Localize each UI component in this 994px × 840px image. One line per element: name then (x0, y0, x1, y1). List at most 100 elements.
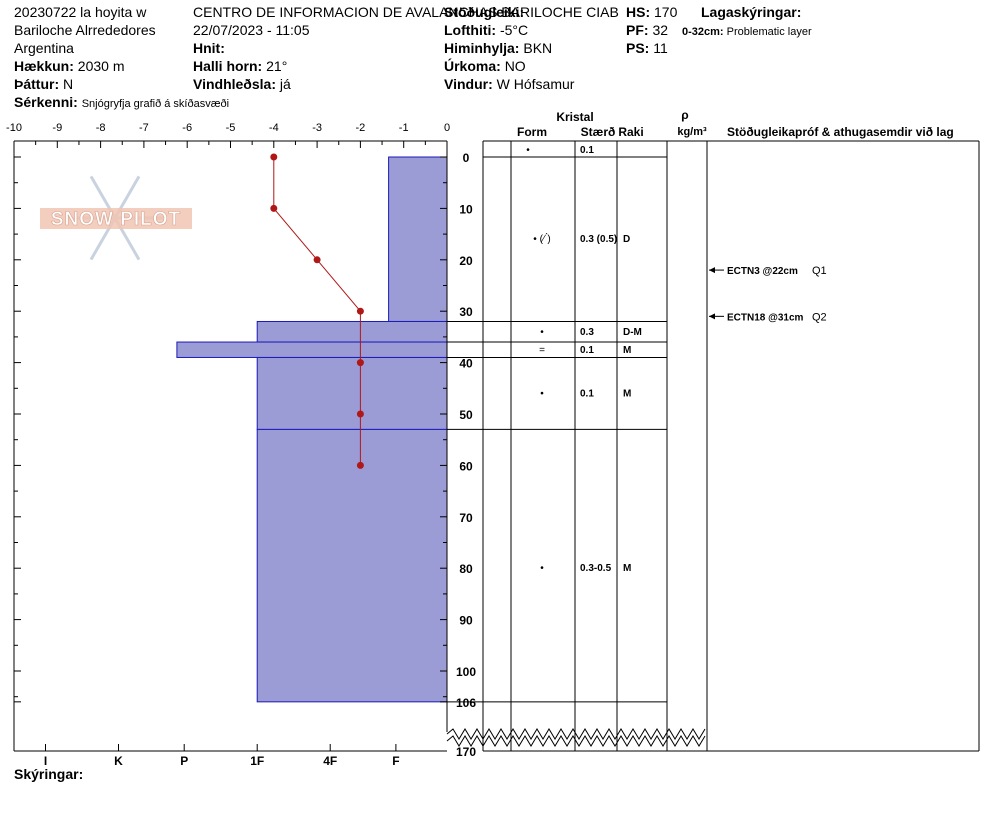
location-name: Bariloche Alrrededores (14, 22, 156, 38)
hardness-tick-label: 4F (323, 754, 337, 768)
header-size: Stærð (581, 125, 616, 139)
snow-pilot-watermark: SNOW PILOT (40, 175, 192, 261)
temperature-point (313, 256, 321, 264)
depth-tick-label: 70 (459, 511, 473, 525)
snow-height-value: 170 (654, 4, 678, 20)
hardness-tick-label: I (44, 754, 47, 768)
depth-tick-label: 20 (459, 254, 473, 268)
snow-height: HS: 170 (626, 4, 677, 20)
sky-cover: Himinhylja: BKN (444, 40, 552, 56)
test-quality: Q2 (812, 311, 827, 323)
temp-tick-label: -10 (6, 122, 22, 134)
layer-moisture: D-M (623, 327, 642, 338)
air-temperature: Lofthiti: -5°C (444, 22, 528, 38)
coordinates-label: Hnit: (193, 40, 225, 56)
layer-size: 0.1 (580, 388, 594, 399)
layer-form: • (540, 563, 544, 574)
layer-size: 0.3 (580, 327, 594, 338)
foot-penetration-value: 32 (652, 22, 669, 38)
layer-form: • (540, 327, 544, 338)
temperature-point (356, 461, 364, 469)
precipitation-value: NO (504, 58, 526, 74)
hardness-layer (176, 341, 448, 358)
legend-label: Skýringar: (14, 766, 84, 782)
hardness-layer (256, 428, 448, 703)
watermark-band (40, 208, 192, 229)
slope-angle: Halli horn: 21° (193, 58, 287, 74)
depth-tick-label: 106 (456, 696, 476, 710)
depth-tick-label: 60 (459, 459, 473, 473)
chart-frame: -10 -9 -8 -7 -6 -5 -4 -3 -2 -1 0010203040506070809… (6, 122, 706, 768)
header-crystal: Kristal (556, 110, 593, 124)
layer-form: • (⁄ ́) (533, 232, 550, 245)
hardness-tick-label: K (114, 754, 123, 768)
wind-label: Vindur: (444, 76, 493, 92)
aspect: Þáttur: N (14, 76, 73, 92)
depth-tick-label: 10 (459, 202, 473, 216)
layer-table: Kristal Form Stærð Raki ρ kg/m³ Stöðugleikapró… (447, 108, 980, 752)
test-quality: Q1 (812, 265, 827, 277)
precipitation-label: Úrkoma: (444, 58, 501, 74)
temp-tick-label: -8 (96, 122, 106, 134)
elevation-label: Hækkun: (14, 58, 74, 74)
layer-size: 0.3-0.5 (580, 563, 612, 574)
wind-loading-label: Vindhleðsla: (193, 76, 276, 92)
specifics-label: Sérkenni: (14, 94, 78, 110)
temperature-point (356, 307, 364, 315)
wind-value: W Hófsamur (496, 76, 575, 92)
temp-tick-label: -1 (399, 122, 409, 134)
depth-tick-label: 30 (459, 305, 473, 319)
layer-moisture: M (623, 563, 631, 574)
wind: Vindur: W Hófsamur (444, 76, 574, 92)
sky-cover-value: BKN (523, 40, 553, 56)
temp-tick-label: -2 (356, 122, 366, 134)
foot-penetration: PF: 32 (626, 22, 668, 38)
temp-tick-label: -9 (52, 122, 62, 134)
air-temperature-value: -5°C (499, 22, 529, 38)
observation-name: 20230722 la hoyita w (14, 4, 147, 20)
hardness-tick-label: F (392, 754, 399, 768)
layer-note-range: 0-32cm: (682, 26, 724, 38)
header-tests: Stöðugleikapróf & athugasemdir við lag (727, 125, 954, 139)
header-rho: ρ (681, 108, 688, 122)
sky-cover-label: Himinhylja: (444, 40, 520, 56)
hardness-tick-label: P (180, 754, 188, 768)
layer-form: = (539, 345, 545, 356)
hardness-layer (388, 156, 448, 322)
temperature-point (356, 359, 364, 367)
elevation-value: 2030 m (77, 58, 125, 74)
aspect-value: N (63, 76, 74, 92)
test-label: ECTN18 @31cm (727, 312, 804, 323)
stability-label: Stöðugleiki: (444, 4, 525, 20)
wind-loading: Vindhleðsla: já (193, 76, 291, 92)
hardness-tick-label: 1F (250, 754, 264, 768)
depth-tick-label: 100 (456, 665, 476, 679)
depth-tick-label: 50 (459, 408, 473, 422)
temperature-point (270, 204, 278, 212)
layer-size: 0.1 (580, 345, 594, 356)
test-label: ECTN3 @22cm (727, 266, 798, 277)
hardness-layer (256, 320, 448, 343)
layer-note: 0-32cm: Problematic layer (682, 24, 812, 40)
aspect-label: Þáttur: (14, 76, 60, 92)
layer-note-text: Problematic layer (726, 26, 812, 38)
specifics-value: Snjógryfja grafið á skíðasvæði (81, 98, 230, 110)
header-rho-unit: kg/m³ (677, 126, 707, 138)
specifics: Sérkenni: Snjógryfja grafið á skíðasvæði (14, 94, 229, 112)
country-name: Argentina (14, 40, 74, 56)
organization-name: CENTRO DE INFORMACION DE AVALANCHAS BARI… (193, 4, 619, 20)
temp-tick-label: -3 (312, 122, 322, 134)
test-arrow-head (709, 313, 715, 320)
elevation: Hækkun: 2030 m (14, 58, 125, 74)
layer-moisture: M (623, 345, 631, 356)
temperature-profile (270, 153, 364, 469)
temp-tick-label: -7 (139, 122, 149, 134)
break-mark-bottom (446, 735, 706, 747)
depth-tick-label: 80 (459, 562, 473, 576)
air-temperature-label: Lofthiti: (444, 22, 497, 38)
ski-penetration-value: 11 (653, 40, 668, 56)
layer-size: 0.3 (0.5) (580, 234, 617, 245)
test-arrow-head (709, 267, 715, 274)
foot-penetration-label: PF: (626, 22, 649, 38)
